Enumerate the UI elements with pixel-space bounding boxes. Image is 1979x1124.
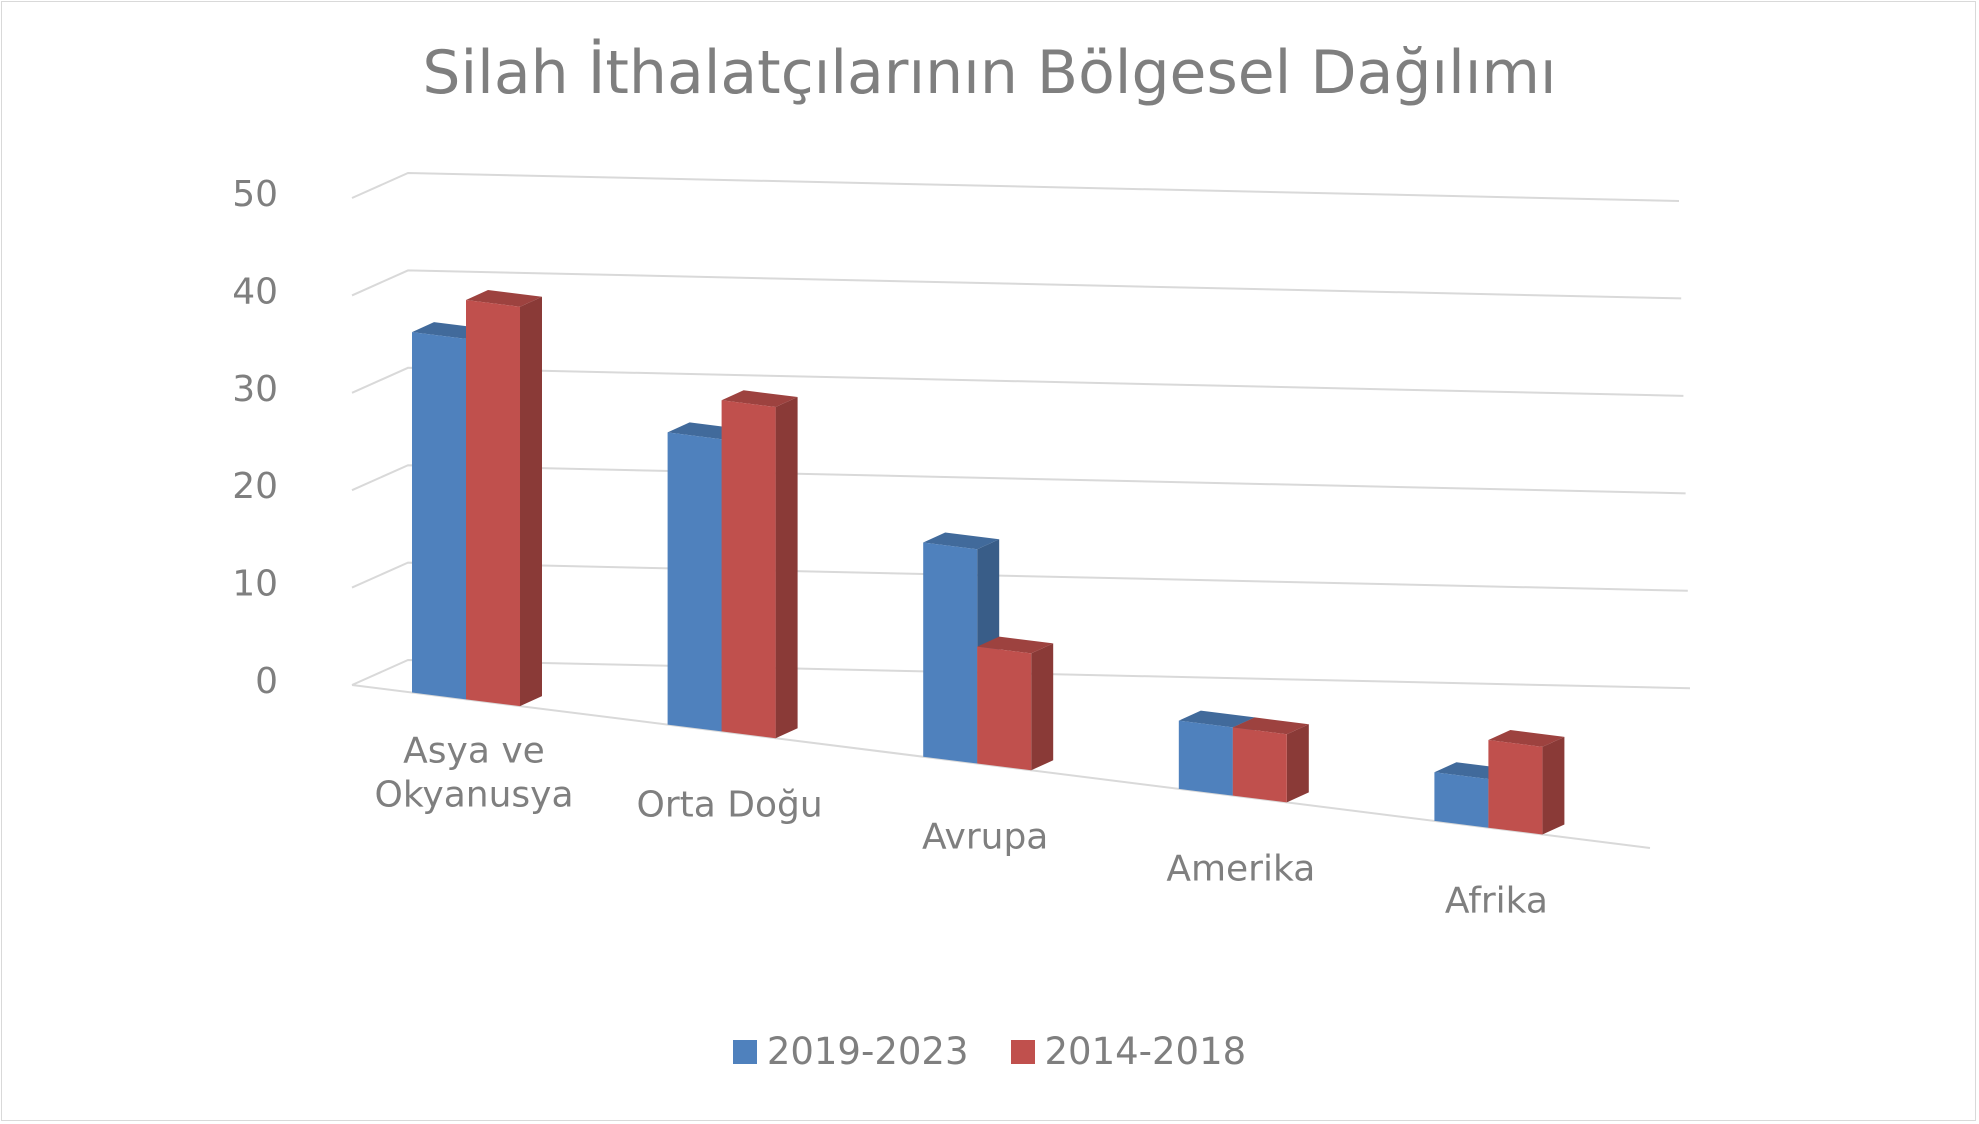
chart-title: Silah İthalatçılarının Bölgesel Dağılımı bbox=[422, 38, 1557, 108]
gridline-2 bbox=[351, 464, 1686, 495]
bar-series-2-4 bbox=[1488, 740, 1543, 835]
x-category-label-line: Orta Doğu bbox=[637, 784, 823, 825]
x-category-label-line: Amerika bbox=[1166, 849, 1315, 890]
legend-item-series-1: 2019-2023 bbox=[732, 1030, 969, 1073]
legend: 2019-2023 2014-2018 bbox=[0, 1030, 1979, 1073]
bar-side-2-4 bbox=[1542, 736, 1565, 835]
bar-series-1-2 bbox=[923, 542, 978, 764]
y-tick-label-4: 40 bbox=[232, 271, 278, 312]
bar-side-2-2 bbox=[1031, 643, 1054, 771]
bar-series-1-3 bbox=[1178, 720, 1233, 796]
x-category-label-line: Okyanusya bbox=[374, 774, 573, 815]
x-category-label-line: Afrika bbox=[1445, 881, 1548, 922]
x-category-label-line: Asya ve bbox=[403, 730, 545, 771]
bar-top-2-1 bbox=[721, 390, 798, 408]
bar-top-2-4 bbox=[1488, 730, 1565, 747]
bar-side-2-0 bbox=[520, 296, 542, 707]
x-category-label-2: Avrupa bbox=[922, 817, 1048, 858]
bar-side-2-3 bbox=[1286, 724, 1309, 803]
legend-label-series-2: 2014-2018 bbox=[1044, 1030, 1247, 1073]
gridline-1 bbox=[351, 561, 1688, 592]
x-category-label-3: Amerika bbox=[1166, 849, 1315, 890]
bar-series-1-4 bbox=[1434, 772, 1489, 828]
bars bbox=[412, 289, 1565, 835]
bar-series-1-1 bbox=[667, 432, 722, 732]
x-category-label-4: Afrika bbox=[1445, 881, 1548, 922]
y-tick-label-5: 50 bbox=[232, 174, 278, 215]
legend-label-series-1: 2019-2023 bbox=[766, 1030, 969, 1073]
gridline-0 bbox=[351, 658, 1691, 690]
bar-series-2-1 bbox=[721, 400, 776, 739]
bar-top-1-2 bbox=[923, 532, 1000, 550]
gridline-3 bbox=[351, 366, 1684, 397]
legend-item-series-2: 2014-2018 bbox=[1010, 1030, 1247, 1073]
bar-side-2-1 bbox=[775, 397, 798, 739]
y-tick-label-2: 20 bbox=[232, 466, 278, 507]
x-category-label-0: Asya ve Okyanusya bbox=[374, 730, 573, 815]
bar-top-1-3 bbox=[1178, 710, 1255, 728]
legend-swatch-series-1 bbox=[732, 1039, 757, 1064]
x-category-label-line: Avrupa bbox=[922, 817, 1048, 858]
bar-top-2-3 bbox=[1232, 717, 1309, 735]
bar-series-2-0 bbox=[466, 299, 520, 707]
y-axis-ticks: 0 10 20 30 40 50 bbox=[232, 174, 278, 702]
legend-swatch-series-2 bbox=[1010, 1039, 1035, 1064]
y-tick-label-0: 0 bbox=[255, 661, 278, 702]
bar-top-2-2 bbox=[977, 636, 1054, 654]
bar-series-2-2 bbox=[977, 646, 1032, 771]
gridline-5 bbox=[351, 171, 1680, 202]
bar-series-1-0 bbox=[412, 332, 466, 700]
bar-series-2-3 bbox=[1232, 727, 1287, 803]
y-tick-label-1: 10 bbox=[232, 564, 278, 605]
y-tick-label-3: 30 bbox=[232, 369, 278, 410]
gridline-4 bbox=[351, 269, 1682, 300]
x-category-label-1: Orta Doğu bbox=[637, 784, 823, 825]
bar-top-2-0 bbox=[466, 289, 542, 307]
x-axis-categories: Asya ve Okyanusya Orta Doğu Avrupa Amerika Af… bbox=[374, 730, 1547, 921]
